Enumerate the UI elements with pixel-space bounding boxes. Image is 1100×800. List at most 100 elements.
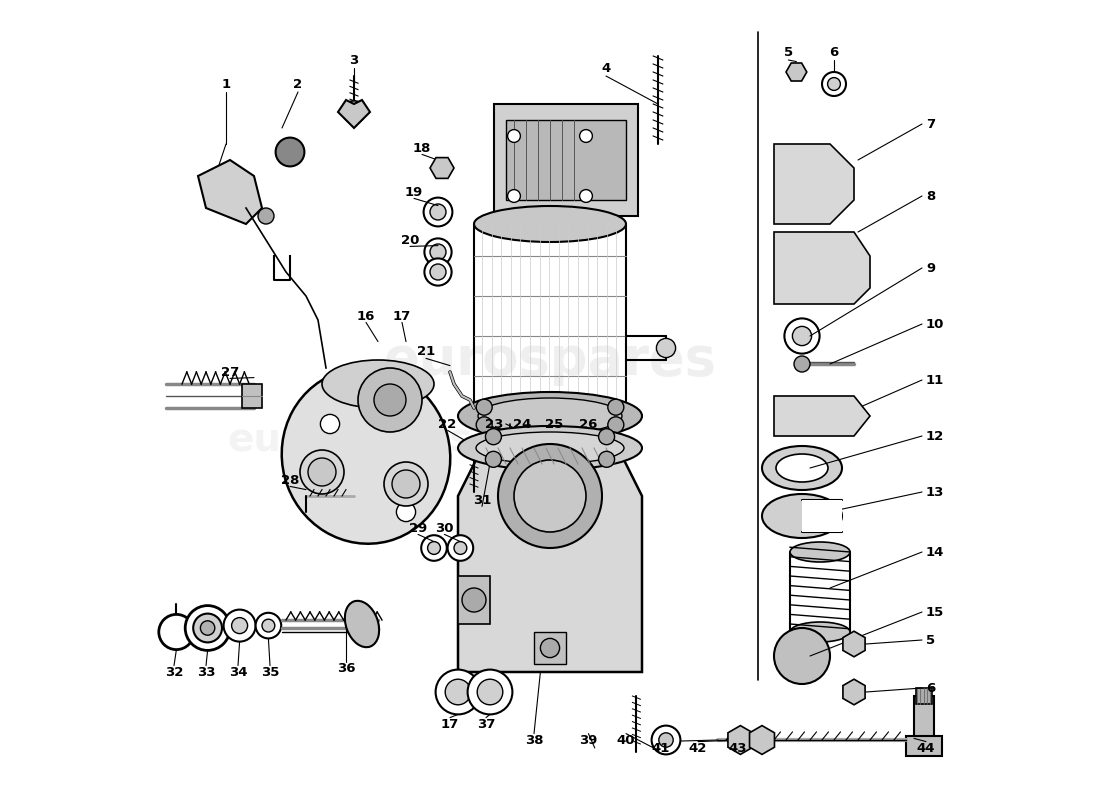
- Ellipse shape: [392, 470, 420, 498]
- Bar: [534, 632, 566, 664]
- Ellipse shape: [790, 542, 850, 562]
- Text: 28: 28: [280, 474, 299, 486]
- Text: 8: 8: [926, 190, 935, 202]
- Circle shape: [374, 384, 406, 416]
- Circle shape: [358, 368, 422, 432]
- Text: eurospares: eurospares: [384, 334, 716, 386]
- Circle shape: [436, 670, 481, 714]
- Text: 37: 37: [476, 718, 495, 730]
- Bar: [916, 688, 932, 704]
- Circle shape: [320, 414, 340, 434]
- Circle shape: [454, 542, 466, 554]
- Circle shape: [200, 621, 214, 635]
- Circle shape: [446, 679, 471, 705]
- Circle shape: [462, 588, 486, 612]
- Circle shape: [651, 726, 681, 754]
- Text: 5: 5: [784, 46, 793, 58]
- Text: 44: 44: [916, 742, 935, 754]
- Text: 6: 6: [829, 46, 838, 58]
- Text: 11: 11: [926, 374, 944, 386]
- Circle shape: [608, 417, 624, 433]
- Circle shape: [506, 440, 522, 456]
- Ellipse shape: [282, 368, 450, 544]
- Text: 4: 4: [602, 62, 610, 74]
- Bar: [906, 736, 942, 756]
- Circle shape: [396, 502, 416, 522]
- Bar: [914, 696, 934, 748]
- Polygon shape: [430, 158, 454, 178]
- Circle shape: [598, 429, 615, 445]
- Text: 6: 6: [926, 682, 935, 694]
- Circle shape: [580, 190, 593, 202]
- Text: 16: 16: [356, 310, 375, 322]
- Circle shape: [255, 613, 282, 638]
- Text: 27: 27: [221, 366, 239, 378]
- Text: 26: 26: [580, 418, 597, 430]
- Circle shape: [276, 138, 305, 166]
- Polygon shape: [786, 63, 806, 81]
- Bar: [242, 384, 262, 408]
- Ellipse shape: [300, 450, 344, 494]
- Polygon shape: [774, 232, 870, 304]
- Text: 19: 19: [405, 186, 424, 198]
- Text: 41: 41: [651, 742, 670, 754]
- Circle shape: [822, 72, 846, 96]
- Circle shape: [782, 164, 822, 204]
- Circle shape: [657, 338, 675, 358]
- Text: 22: 22: [439, 418, 456, 430]
- Text: 24: 24: [513, 418, 531, 430]
- Ellipse shape: [476, 432, 624, 464]
- Text: eurospares: eurospares: [228, 421, 473, 459]
- Circle shape: [540, 638, 560, 658]
- Circle shape: [507, 130, 520, 142]
- Circle shape: [580, 130, 593, 142]
- Circle shape: [430, 264, 446, 280]
- Text: 35: 35: [261, 666, 279, 678]
- Circle shape: [194, 614, 222, 642]
- Text: 13: 13: [926, 486, 945, 498]
- Polygon shape: [843, 631, 865, 657]
- Text: 43: 43: [728, 742, 747, 754]
- Circle shape: [448, 535, 473, 561]
- Ellipse shape: [474, 206, 626, 242]
- Circle shape: [794, 356, 810, 372]
- Text: 34: 34: [229, 666, 248, 678]
- Polygon shape: [728, 726, 752, 754]
- Text: 17: 17: [393, 310, 411, 322]
- Text: 12: 12: [926, 430, 944, 442]
- Polygon shape: [774, 144, 854, 224]
- Ellipse shape: [762, 446, 842, 490]
- Ellipse shape: [322, 360, 434, 408]
- Circle shape: [476, 399, 492, 415]
- Circle shape: [537, 431, 563, 457]
- Polygon shape: [338, 100, 370, 128]
- Text: 25: 25: [544, 418, 563, 430]
- Circle shape: [232, 618, 248, 634]
- Circle shape: [571, 437, 585, 451]
- Circle shape: [485, 429, 502, 445]
- Text: 3: 3: [350, 54, 359, 66]
- Circle shape: [774, 628, 830, 684]
- Circle shape: [507, 190, 520, 202]
- Ellipse shape: [308, 458, 336, 486]
- Circle shape: [827, 78, 840, 90]
- Text: 9: 9: [926, 262, 935, 274]
- Text: 42: 42: [689, 742, 707, 754]
- Circle shape: [424, 198, 452, 226]
- Text: 38: 38: [525, 734, 543, 746]
- Circle shape: [437, 162, 448, 174]
- Polygon shape: [774, 396, 870, 436]
- Ellipse shape: [762, 494, 842, 538]
- Circle shape: [421, 535, 447, 561]
- Text: 29: 29: [409, 522, 427, 534]
- Circle shape: [343, 101, 365, 123]
- Circle shape: [425, 238, 452, 266]
- Circle shape: [792, 326, 812, 346]
- Bar: [458, 576, 490, 624]
- Polygon shape: [749, 726, 774, 754]
- Circle shape: [844, 682, 865, 702]
- Circle shape: [563, 430, 593, 458]
- Bar: [494, 104, 638, 216]
- Circle shape: [262, 619, 275, 632]
- Circle shape: [477, 679, 503, 705]
